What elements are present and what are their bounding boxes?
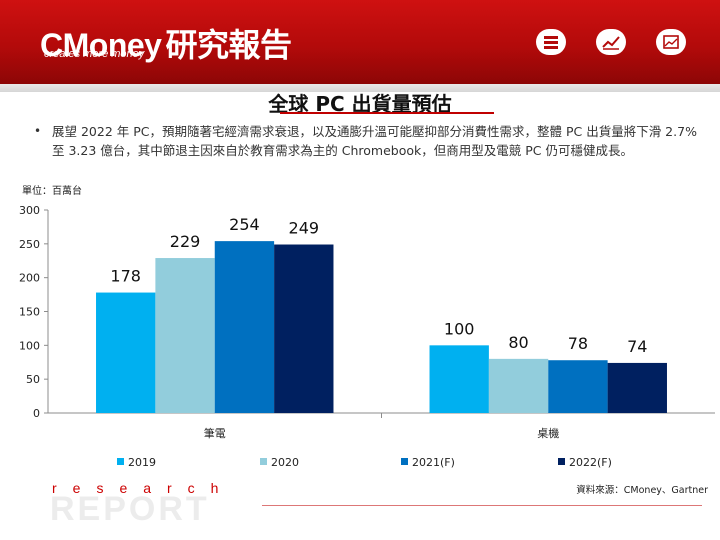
header-divider xyxy=(0,84,720,92)
data-label: 249 xyxy=(289,219,320,238)
data-label: 100 xyxy=(444,319,475,338)
bar xyxy=(274,244,334,413)
y-tick-label: 300 xyxy=(19,204,40,217)
legend-item: 2021(F) xyxy=(401,456,455,472)
logo-report-text: 研究報告 xyxy=(165,27,292,63)
x-category-label: 桌機 xyxy=(537,426,559,440)
data-label: 229 xyxy=(170,232,201,251)
bar xyxy=(214,241,275,413)
unit-label: 單位：百萬台 xyxy=(22,186,82,197)
legend-swatch xyxy=(117,458,124,465)
bar xyxy=(429,345,489,413)
data-label: 78 xyxy=(568,334,588,353)
footer-divider xyxy=(262,505,702,506)
legend-label: 2019 xyxy=(128,456,156,469)
chart-legend: 2019 2020 2021(F) 2022(F) xyxy=(0,456,720,472)
legend-label: 2020 xyxy=(271,456,299,469)
trend-chart-icon[interactable] xyxy=(596,29,626,55)
bar xyxy=(488,358,549,413)
legend-label: 2021(F) xyxy=(412,456,455,469)
x-category-label: 筆電 xyxy=(204,426,226,440)
data-label: 80 xyxy=(508,333,528,352)
legend-swatch xyxy=(401,458,408,465)
bar xyxy=(96,292,156,413)
logo-text: CMoney xyxy=(40,27,162,63)
stack-icon[interactable] xyxy=(536,29,566,55)
title-underline xyxy=(280,112,494,114)
bullet-marker: • xyxy=(34,124,42,138)
y-tick-label: 0 xyxy=(33,407,40,420)
brand-tagline: creates more money xyxy=(44,48,145,60)
legend-swatch xyxy=(260,458,267,465)
picture-icon[interactable] xyxy=(656,29,686,55)
legend-item: 2019 xyxy=(117,456,156,472)
bullet-paragraph: 展望 2022 年 PC，預期隨著宅經濟需求衰退，以及通膨升溫可能壓抑部分消費性… xyxy=(52,124,697,158)
legend-item: 2020 xyxy=(260,456,299,472)
report-wordmark: REPORT xyxy=(50,490,210,528)
y-tick-label: 150 xyxy=(19,306,40,319)
source-note: 資料來源：CMoney、Gartner xyxy=(576,485,708,496)
data-label: 74 xyxy=(627,337,647,356)
y-tick-label: 100 xyxy=(19,339,40,352)
y-tick-label: 200 xyxy=(19,272,40,285)
brand-logo: CMoney 研究報告 xyxy=(40,20,292,66)
legend-item: 2022(F) xyxy=(558,456,612,472)
legend-label: 2022(F) xyxy=(569,456,612,469)
bar xyxy=(155,258,215,413)
bar-chart: 0 50 100 150 200 250 300 178 229 254 249 筆電 100 80 78 7… xyxy=(19,204,715,440)
research-wordmark: research xyxy=(52,480,235,496)
data-label: 254 xyxy=(229,215,260,234)
y-tick-label: 50 xyxy=(26,373,40,386)
bar xyxy=(548,360,608,413)
y-tick-label: 250 xyxy=(19,238,40,251)
data-label: 178 xyxy=(110,267,141,286)
bar xyxy=(607,362,667,413)
legend-swatch xyxy=(558,458,565,465)
